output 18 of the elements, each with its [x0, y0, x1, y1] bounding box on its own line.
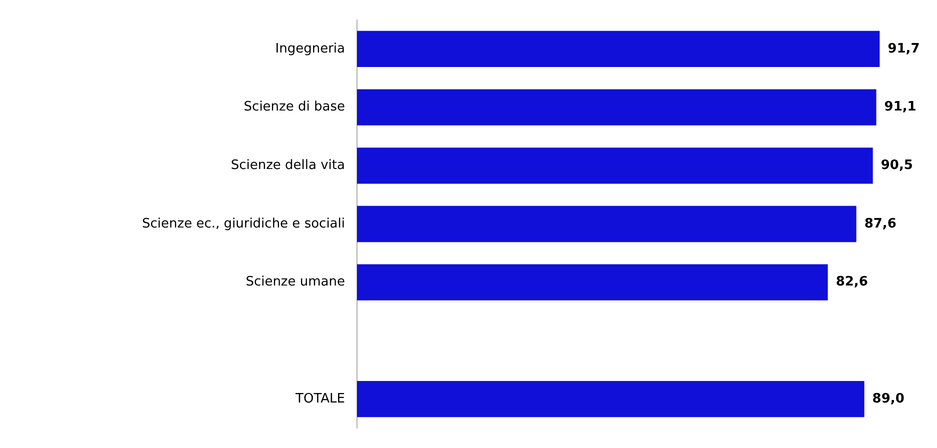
data-label: 87,6: [864, 216, 896, 232]
data-label: 90,5: [880, 158, 913, 174]
bar: [357, 264, 828, 300]
data-label: 91,7: [888, 41, 920, 56]
bar: [357, 30, 880, 68]
bar: [357, 89, 876, 126]
y-tick-label: Scienze ec., giuridiche e sociali: [142, 216, 345, 232]
y-tick-label: Scienze della vita: [230, 158, 345, 174]
data-label: 82,6: [836, 274, 868, 290]
y-tick-label: TOTALE: [294, 391, 345, 406]
y-tick-label: Scienze di base: [244, 100, 345, 115]
y-tick-label: Scienze umane: [246, 274, 345, 290]
bar: [357, 148, 873, 184]
bar: [357, 380, 864, 418]
y-tick-label: Ingegneria: [275, 41, 345, 56]
bar: [357, 206, 856, 242]
data-label: 89,0: [872, 391, 904, 406]
data-label: 91,1: [884, 100, 916, 115]
